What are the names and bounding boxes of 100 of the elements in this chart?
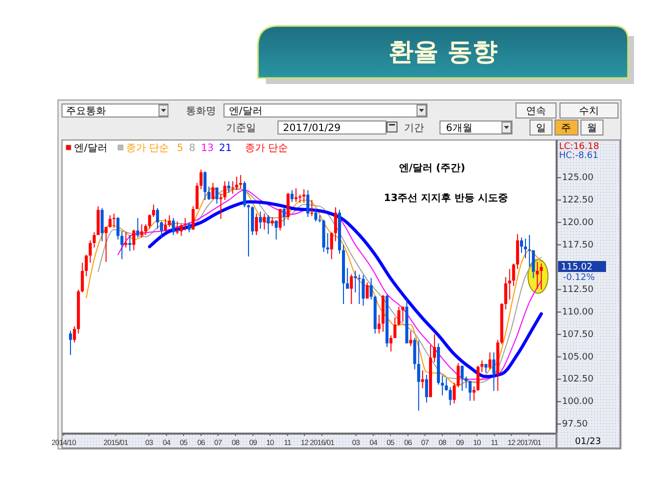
candlestick bbox=[382, 295, 385, 332]
candlestick bbox=[152, 204, 156, 218]
text: 5 bbox=[177, 143, 184, 154]
candlestick bbox=[480, 360, 484, 372]
chart-title: 환율 동향 bbox=[388, 37, 498, 66]
candlestick bbox=[314, 208, 318, 222]
candlestick bbox=[132, 230, 136, 250]
candlestick bbox=[168, 215, 171, 227]
text: 주 bbox=[561, 123, 571, 134]
candlestick bbox=[472, 386, 476, 401]
text: 기간 bbox=[404, 123, 424, 134]
candlestick bbox=[440, 376, 444, 396]
y-tick-label: 117.50 bbox=[562, 240, 594, 250]
candlestick bbox=[84, 254, 88, 276]
candlestick bbox=[112, 213, 116, 228]
text: 월 bbox=[587, 123, 597, 134]
y-tick-label: 100.00 bbox=[562, 397, 594, 408]
legend-label: 엔/달러 bbox=[74, 143, 108, 154]
candlestick bbox=[476, 366, 480, 391]
text: 수치 bbox=[579, 106, 599, 117]
candlestick bbox=[334, 207, 338, 242]
candlestick bbox=[250, 206, 254, 235]
annotation: 종가 단순 bbox=[245, 143, 288, 154]
text: 115.02 bbox=[561, 262, 592, 272]
candlestick bbox=[235, 176, 238, 190]
candlestick bbox=[270, 217, 274, 226]
candlestick bbox=[294, 188, 298, 202]
candlestick bbox=[350, 274, 353, 304]
text: 기준일 bbox=[226, 123, 256, 134]
candlestick bbox=[108, 215, 112, 228]
candlestick bbox=[374, 296, 377, 334]
candlestick bbox=[342, 244, 345, 304]
candlestick bbox=[104, 226, 108, 262]
candlestick bbox=[176, 222, 179, 234]
candlestick bbox=[484, 364, 488, 373]
candlestick bbox=[243, 181, 246, 208]
candlestick bbox=[231, 181, 234, 194]
candlestick bbox=[397, 306, 400, 326]
candlestick bbox=[354, 270, 357, 292]
y-tick-label: 107.50 bbox=[562, 330, 594, 340]
y-tick-label: 110.00 bbox=[562, 307, 594, 318]
candlestick bbox=[128, 234, 132, 252]
candlestick bbox=[436, 343, 440, 385]
candlestick bbox=[223, 181, 226, 200]
y-tick-label: 97.50 bbox=[562, 419, 588, 430]
candlestick bbox=[136, 218, 140, 238]
candlestick bbox=[72, 326, 76, 342]
candlestick bbox=[215, 187, 218, 204]
text: 연속 bbox=[526, 106, 546, 117]
candlestick bbox=[516, 234, 520, 270]
text: 주요통화 bbox=[66, 106, 106, 117]
candlestick bbox=[405, 299, 408, 344]
candlestick bbox=[140, 224, 144, 238]
candlestick bbox=[512, 264, 516, 286]
candlestick bbox=[536, 262, 539, 289]
text: HC:-8.61 bbox=[559, 151, 598, 161]
candlestick bbox=[370, 278, 373, 300]
candlestick bbox=[322, 220, 326, 252]
candlestick bbox=[508, 269, 512, 300]
candlestick bbox=[124, 232, 128, 248]
candlestick bbox=[413, 338, 416, 370]
candlestick bbox=[274, 220, 278, 240]
candlestick bbox=[116, 217, 120, 240]
candlestick bbox=[524, 238, 527, 258]
y-tick-label: 120.00 bbox=[562, 218, 594, 228]
y-tick-label: 112.50 bbox=[562, 285, 594, 296]
candlestick bbox=[278, 208, 282, 230]
candlestick bbox=[156, 208, 160, 229]
candlestick bbox=[96, 206, 100, 235]
candlestick bbox=[160, 222, 163, 238]
candlestick bbox=[326, 233, 330, 254]
candlestick bbox=[358, 274, 361, 304]
candlestick bbox=[80, 262, 84, 292]
candlestick bbox=[421, 370, 424, 388]
candlestick bbox=[68, 330, 72, 356]
candlestick bbox=[338, 210, 342, 254]
y-tick-label: 122.50 bbox=[562, 195, 594, 206]
candlestick bbox=[389, 335, 392, 352]
text: 13 bbox=[201, 143, 214, 154]
candlestick bbox=[468, 381, 472, 401]
candlestick bbox=[393, 317, 396, 338]
legend-title: 종가 단순 bbox=[126, 143, 170, 154]
text: -0.12% bbox=[563, 273, 596, 283]
candlestick bbox=[247, 204, 250, 256]
y-tick-label: 105.00 bbox=[562, 352, 594, 362]
annotation: 13주선 지지후 반등 시도중 bbox=[384, 193, 508, 204]
candlestick bbox=[239, 174, 242, 188]
candlestick bbox=[290, 190, 294, 202]
candlestick bbox=[148, 214, 152, 229]
annotation: 엔/달러 (주간) bbox=[398, 163, 466, 174]
text: 통화명 bbox=[186, 106, 216, 117]
candlestick bbox=[286, 192, 290, 220]
candlestick bbox=[172, 218, 175, 235]
candlestick bbox=[227, 181, 230, 193]
text: 엔/달러 bbox=[229, 106, 262, 117]
candlestick bbox=[362, 275, 365, 306]
text: 일 bbox=[536, 123, 546, 134]
candlestick bbox=[464, 376, 468, 388]
y-tick-label: 125.00 bbox=[562, 173, 594, 184]
candlestick bbox=[346, 268, 349, 289]
